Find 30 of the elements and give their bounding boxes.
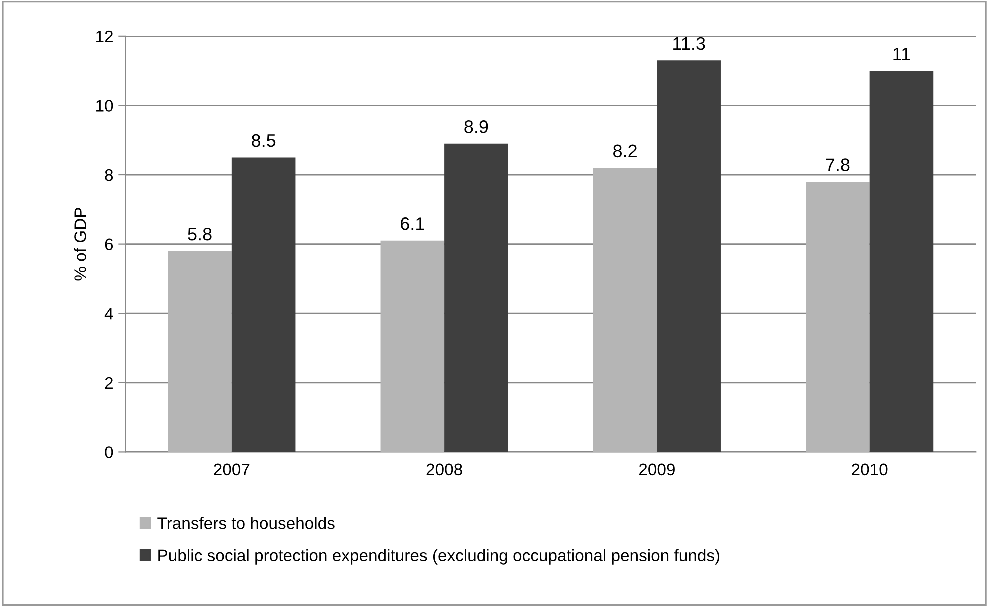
data-label: 8.9 bbox=[464, 120, 488, 134]
data-label: 8.5 bbox=[252, 134, 276, 148]
x-tick-label: 2009 bbox=[639, 464, 675, 476]
bar bbox=[806, 182, 870, 452]
x-tick-label: 2010 bbox=[852, 464, 888, 476]
y-tick-label: 6 bbox=[105, 238, 114, 251]
y-tick-label: 2 bbox=[105, 377, 113, 389]
bar bbox=[593, 168, 658, 452]
data-label: 5.8 bbox=[188, 228, 212, 241]
x-tick-label: 2008 bbox=[426, 464, 462, 476]
bar bbox=[232, 158, 296, 452]
data-label: 6.1 bbox=[401, 218, 424, 230]
legend-label: Public social protection expenditures (excluding occupational pension funds) bbox=[158, 549, 720, 565]
y-tick-label: 8 bbox=[105, 169, 114, 182]
data-label: 7.8 bbox=[826, 158, 850, 172]
data-label: 8.2 bbox=[614, 144, 637, 158]
y-axis-title: % of GDP bbox=[74, 208, 86, 281]
y-tick-label: 4 bbox=[104, 308, 114, 320]
y-tick-label: 10 bbox=[96, 100, 114, 112]
bar bbox=[870, 71, 934, 452]
y-tick-label: 0 bbox=[105, 446, 114, 458]
bar bbox=[168, 251, 232, 452]
x-tick-label: 2007 bbox=[214, 464, 250, 476]
bar bbox=[380, 240, 445, 452]
y-tick-label: 12 bbox=[96, 30, 113, 42]
bar bbox=[657, 60, 721, 452]
bar bbox=[444, 144, 508, 452]
data-label: 11 bbox=[894, 48, 910, 60]
data-label: 11.3 bbox=[674, 37, 706, 50]
legend-label: Transfers to households bbox=[158, 517, 335, 530]
